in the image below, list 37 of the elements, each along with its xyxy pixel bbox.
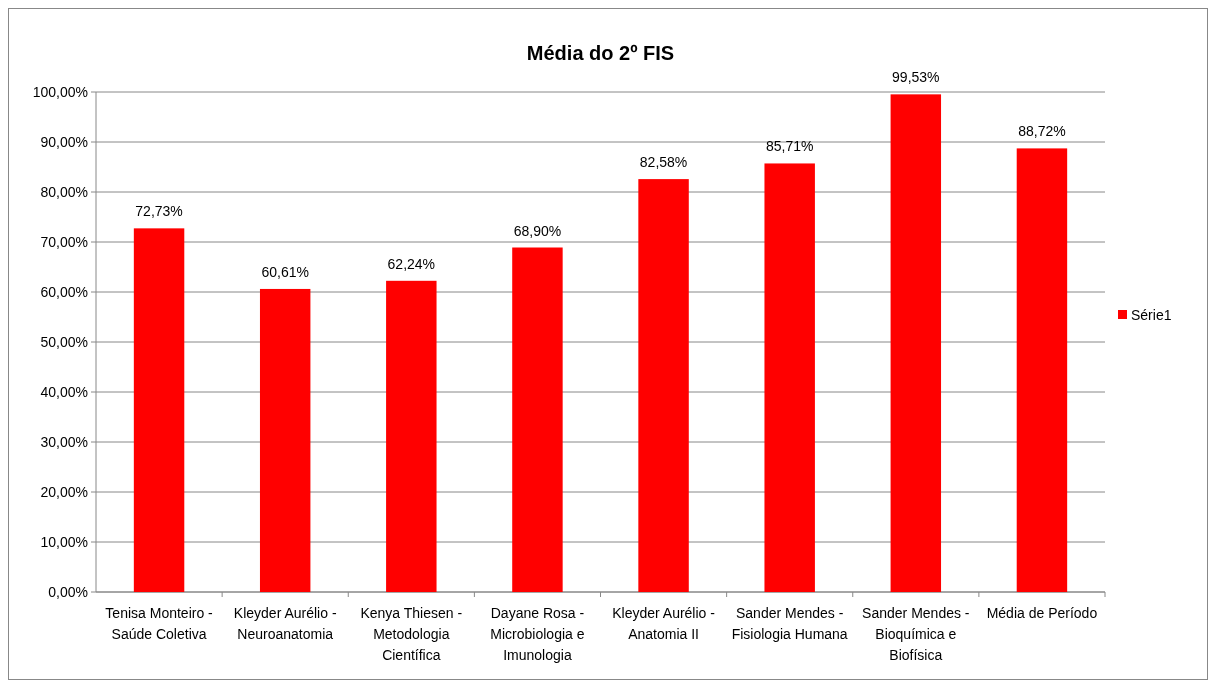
y-tick-label: 90,00% bbox=[40, 133, 88, 150]
data-label: 85,71% bbox=[765, 138, 814, 155]
y-tick-label: 20,00% bbox=[40, 483, 88, 500]
x-tick-label: Tenisa Monteiro - Saúde Coletiva bbox=[105, 605, 214, 642]
x-tick-label: Kenya Thiesen - Metodologia Científica bbox=[360, 605, 463, 663]
bar bbox=[133, 228, 185, 592]
bar bbox=[764, 163, 815, 592]
y-tick-label: 50,00% bbox=[40, 333, 88, 350]
y-tick-label: 80,00% bbox=[40, 183, 88, 200]
data-label: 72,73% bbox=[135, 203, 183, 220]
y-tick-label: 10,00% bbox=[40, 533, 88, 550]
data-label: 68,90% bbox=[513, 222, 562, 239]
bar bbox=[386, 280, 437, 592]
x-tick-label: Kleyder Aurélio - Neuroanatomia bbox=[233, 605, 337, 642]
data-label: 60,61% bbox=[261, 263, 309, 280]
bar bbox=[259, 288, 311, 592]
chart-title: Média do 2º FIS bbox=[526, 42, 675, 64]
data-label: 99,53% bbox=[892, 69, 940, 86]
legend-label: Série1 bbox=[1131, 306, 1172, 323]
bar bbox=[890, 94, 942, 592]
data-label: 88,72% bbox=[1018, 123, 1066, 140]
bar bbox=[1016, 148, 1068, 592]
x-tick-label: Sander Mendes - Fisiologia Humana bbox=[731, 605, 848, 642]
x-tick-label: Sander Mendes - Bioquímica e Biofísica bbox=[862, 605, 970, 663]
y-tick-label: 40,00% bbox=[40, 383, 88, 400]
data-label: 82,58% bbox=[639, 154, 688, 171]
x-tick-label: Média de Período bbox=[986, 605, 1098, 621]
bar bbox=[638, 179, 689, 592]
y-tick-label: 100,00% bbox=[32, 83, 88, 100]
y-tick-label: 30,00% bbox=[40, 433, 88, 450]
y-tick-label: 0,00% bbox=[48, 583, 88, 600]
bar bbox=[512, 247, 563, 592]
y-tick-label: 60,00% bbox=[40, 283, 88, 300]
y-tick-label: 70,00% bbox=[40, 233, 88, 250]
x-tick-label: Kleyder Aurélio - Anatomia II bbox=[612, 605, 716, 642]
data-label: 62,24% bbox=[387, 255, 436, 272]
x-tick-label: Dayane Rosa - Microbiologia e Imunologia bbox=[490, 605, 585, 663]
